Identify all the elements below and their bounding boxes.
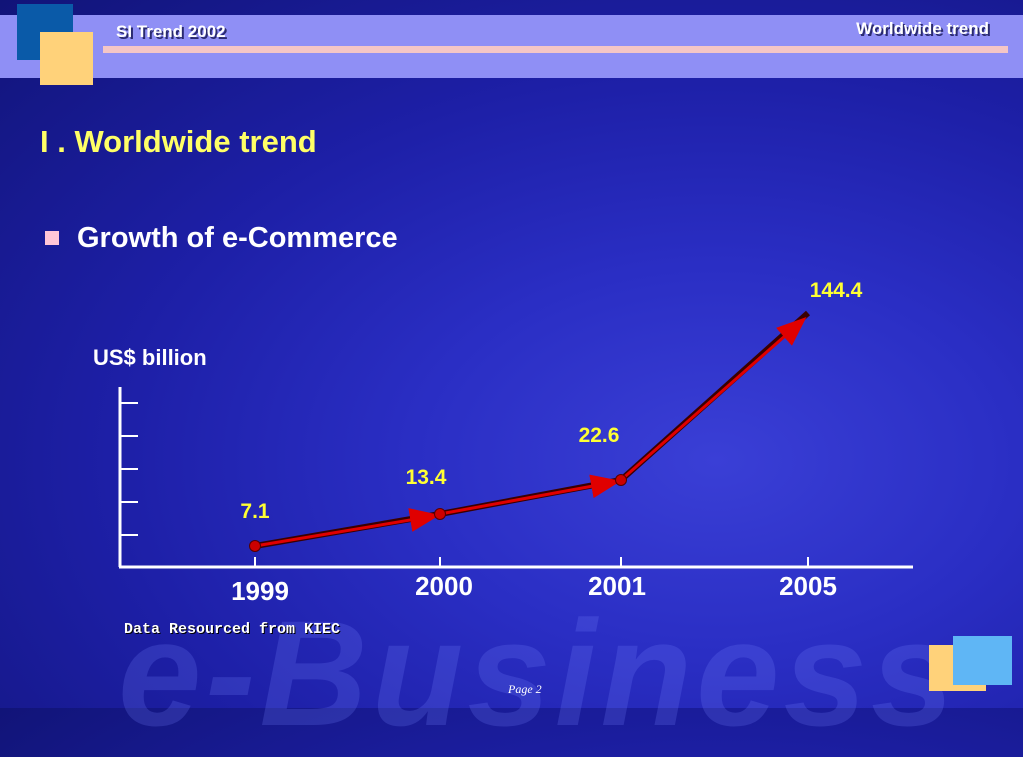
x-tick-label: 2000 xyxy=(415,571,473,601)
y-axis-label: US$ billion xyxy=(93,345,207,370)
data-source-note: Data Resourced from KIEC xyxy=(124,621,341,638)
data-label: 22.6 xyxy=(579,424,620,447)
bullet-text: Growth of e-Commerce xyxy=(77,222,398,254)
data-label: 7.1 xyxy=(240,500,270,523)
x-tick-label: 2001 xyxy=(588,571,646,601)
series-line xyxy=(439,474,621,516)
decor-square-yellow xyxy=(40,32,93,85)
data-point xyxy=(434,508,446,520)
slide-title: I . Worldwide trend xyxy=(40,124,317,159)
x-tick-label: 1999 xyxy=(231,576,289,606)
line-chart: US$ billion 1999 2000 2001 2005 7.1 13.4 22.6… xyxy=(93,279,863,606)
data-label: 13.4 xyxy=(406,466,447,489)
header-divider xyxy=(103,46,1008,53)
header-title: SI Trend 2002 xyxy=(116,22,226,41)
page-number: Page 2 xyxy=(508,682,542,696)
x-tick-label: 2005 xyxy=(779,571,837,601)
data-label: 144.4 xyxy=(810,279,863,302)
data-point xyxy=(249,540,261,552)
data-point xyxy=(615,474,627,486)
header-section: Worldwide trend xyxy=(856,19,989,38)
decor-square-blue-bottom xyxy=(953,636,1012,685)
series-line xyxy=(620,317,807,482)
bullet-icon xyxy=(45,231,59,245)
series-line xyxy=(254,508,440,548)
